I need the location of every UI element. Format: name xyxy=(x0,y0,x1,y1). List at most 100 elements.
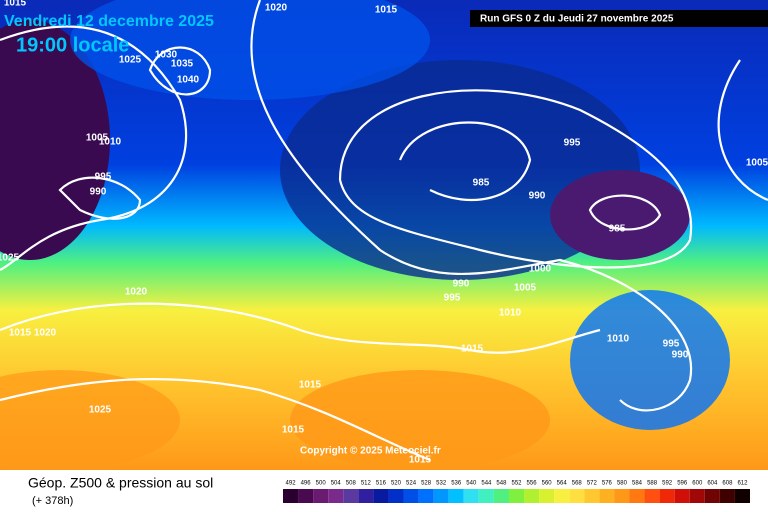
isobar-label: 1025 xyxy=(89,405,112,416)
isobar-label: 1015 xyxy=(461,344,484,355)
scale-swatch xyxy=(418,489,434,503)
scale-label: 568 xyxy=(572,481,583,487)
isobar-label: 985 xyxy=(609,224,626,235)
scale-label: 560 xyxy=(542,481,553,487)
isobar-label: 995 xyxy=(663,339,680,350)
isobar-label: 1005 xyxy=(746,158,768,169)
isobar-label: 990 xyxy=(672,350,689,361)
isobar-label: 995 xyxy=(444,293,461,304)
isobar-label: 1020 xyxy=(125,287,148,298)
isobar-label: 1010 xyxy=(607,334,630,345)
scale-label: 600 xyxy=(692,481,703,487)
color-scale: 492 496 500 504 508 512 516 520 524 528 532 536 540 5… xyxy=(283,481,750,503)
scale-label: 516 xyxy=(376,481,387,487)
scale-label: 536 xyxy=(451,481,462,487)
scale-label: 564 xyxy=(557,481,568,487)
run-banner xyxy=(470,10,768,27)
isobar-label: 995 xyxy=(95,172,112,183)
scale-label: 552 xyxy=(511,481,522,487)
isobar-label: 1005 xyxy=(514,283,537,294)
scale-label: 612 xyxy=(737,481,748,487)
date-label: Vendredi 12 decembre 2025 xyxy=(4,13,214,30)
scale-swatch xyxy=(569,489,585,503)
scale-swatch xyxy=(448,489,464,503)
scale-swatch xyxy=(508,489,525,503)
scale-swatch xyxy=(644,489,660,503)
scale-label: 524 xyxy=(406,481,417,487)
scale-swatch xyxy=(298,489,314,503)
isobar-label: 1015 xyxy=(9,328,32,339)
scale-label: 544 xyxy=(481,481,492,487)
scale-label: 504 xyxy=(331,481,342,487)
scale-swatch xyxy=(463,489,479,503)
scale-label: 592 xyxy=(662,481,673,487)
scale-swatch xyxy=(554,489,570,503)
isobar-label: 1010 xyxy=(99,137,122,148)
isobar-label: 1030 xyxy=(155,50,178,61)
scale-swatch xyxy=(433,489,449,503)
isobar-label: 1035 xyxy=(171,59,194,70)
scale-label: 508 xyxy=(346,481,357,487)
scale-swatch xyxy=(478,489,494,503)
footer-lead: (+ 378h) xyxy=(32,495,73,507)
scale-swatch xyxy=(388,489,404,503)
scale-swatch xyxy=(328,489,344,503)
scale-swatch xyxy=(629,489,645,503)
scale-label: 572 xyxy=(587,481,598,487)
scale-swatch xyxy=(373,489,389,503)
isobar-label: 1020 xyxy=(265,3,288,14)
scale-swatch xyxy=(493,489,509,503)
isobar-label: 1000 xyxy=(529,264,552,275)
scale-swatch xyxy=(614,489,630,503)
scale-label: 520 xyxy=(391,481,402,487)
scale-label: 556 xyxy=(527,481,538,487)
scale-label: 528 xyxy=(421,481,432,487)
isobar-label: 1025 xyxy=(0,253,20,264)
scale-label: 540 xyxy=(466,481,477,487)
copyright: Copyright © 2025 Meteociel.fr xyxy=(300,446,441,457)
run-label: Run GFS 0 Z du Jeudi 27 novembre 2025 xyxy=(480,14,674,25)
scale-label: 596 xyxy=(677,481,688,487)
isobar-label: 1015 xyxy=(299,380,322,391)
scale-swatch xyxy=(584,489,600,503)
scale-label: 512 xyxy=(361,481,372,487)
scale-label: 496 xyxy=(301,481,312,487)
scale-label: 548 xyxy=(496,481,507,487)
scale-label: 532 xyxy=(436,481,447,487)
isobar-label: 985 xyxy=(473,178,490,189)
scale-swatch xyxy=(719,489,735,503)
scale-swatch xyxy=(689,489,705,503)
isobar-label: 990 xyxy=(453,279,470,290)
isobar-label: 1040 xyxy=(177,75,200,86)
isobar-label: 1010 xyxy=(499,308,522,319)
isobar-label: 990 xyxy=(529,191,546,202)
footer-title: Géop. Z500 & pression au sol xyxy=(28,475,213,491)
isobar-label: 1020 xyxy=(34,328,57,339)
isobar-label: 995 xyxy=(564,138,581,149)
scale-swatch xyxy=(659,489,675,503)
scale-swatch xyxy=(403,489,419,503)
scale-swatch xyxy=(704,489,720,503)
scale-label: 500 xyxy=(316,481,327,487)
scale-label: 604 xyxy=(707,481,718,487)
isobar-label: 1025 xyxy=(119,55,142,66)
isobar-label: 990 xyxy=(90,187,107,198)
isobar-label: 1015 xyxy=(4,0,27,9)
scale-swatch xyxy=(539,489,555,503)
scale-label: 580 xyxy=(617,481,628,487)
isobar-label: 1015 xyxy=(409,455,432,466)
isobar-label: 1015 xyxy=(375,5,398,16)
field xyxy=(0,0,768,470)
scale-swatch xyxy=(674,489,690,503)
scale-swatch xyxy=(734,489,750,503)
scale-swatch xyxy=(524,489,540,503)
isobar-label: 1015 xyxy=(282,425,305,436)
scale-label: 608 xyxy=(722,481,733,487)
scale-label: 576 xyxy=(602,481,613,487)
scale-label: 492 xyxy=(286,481,297,487)
scale-swatch xyxy=(283,489,299,503)
isobar-label: 1005 xyxy=(86,133,109,144)
scale-label: 584 xyxy=(632,481,643,487)
